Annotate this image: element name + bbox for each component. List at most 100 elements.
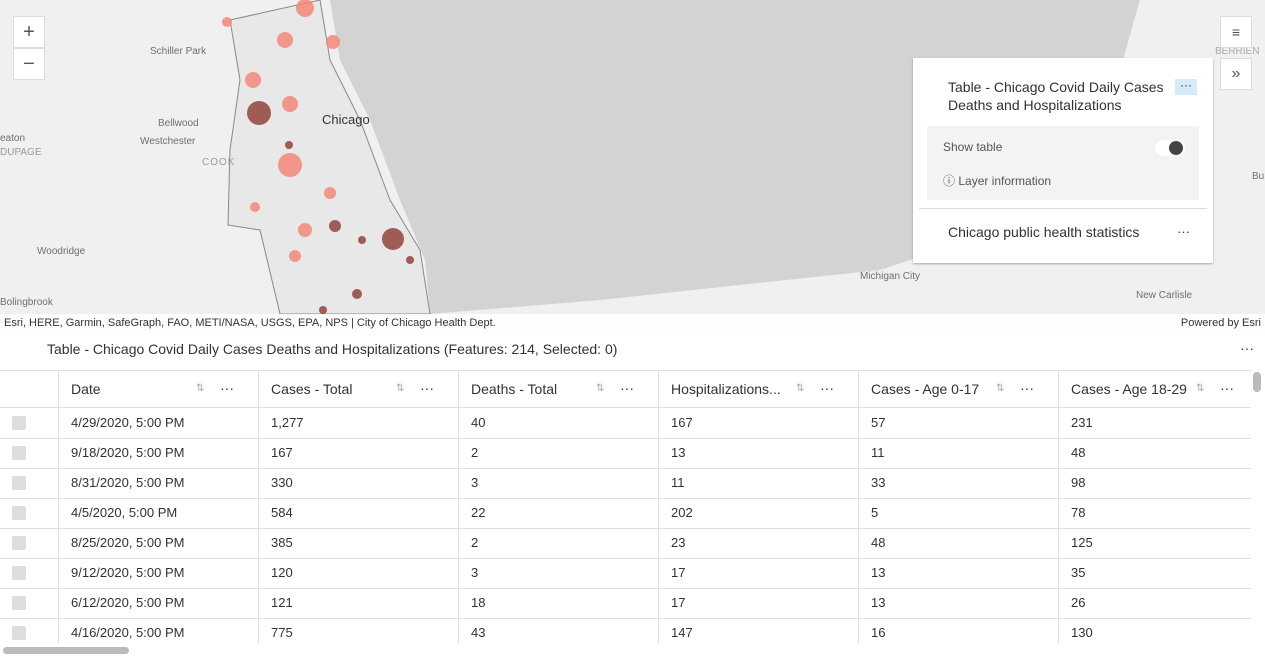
table-cell: 167 <box>671 415 693 430</box>
table-cell: 202 <box>671 505 693 520</box>
zoom-out[interactable]: − <box>13 48 45 80</box>
table-cell: 17 <box>671 595 686 610</box>
table-cell: 35 <box>1071 565 1086 580</box>
zoom-in[interactable]: + <box>13 16 45 48</box>
table-cell: 98 <box>1071 475 1086 490</box>
table-menu[interactable]: ··· <box>1240 340 1254 356</box>
table-cell: 120 <box>271 565 293 580</box>
row-divider <box>0 498 1251 499</box>
table-cell: 8/25/2020, 5:00 PM <box>71 535 185 550</box>
table-cell: 9/12/2020, 5:00 PM <box>71 565 185 580</box>
table-cell: 2 <box>471 535 479 550</box>
table-cell: 43 <box>471 625 486 640</box>
table-cell: 1,277 <box>271 415 304 430</box>
column-header[interactable]: Date <box>71 381 101 397</box>
map-label: BERRIEN <box>1215 46 1259 57</box>
row-checkbox[interactable] <box>12 476 26 490</box>
table-cell: 78 <box>1071 505 1086 520</box>
column-menu[interactable]: ··· <box>820 380 834 396</box>
sort-icon[interactable]: ⇅ <box>396 383 405 394</box>
row-checkbox[interactable] <box>12 536 26 550</box>
table-cell: 584 <box>271 505 293 520</box>
layer-info-text[interactable]: Layer information <box>958 174 1052 188</box>
table-cell: 9/18/2020, 5:00 PM <box>71 445 185 460</box>
table-cell: 130 <box>1071 625 1093 640</box>
map-label: Westchester <box>140 136 196 147</box>
table-cell: 23 <box>671 535 686 550</box>
attribution: Esri, HERE, Garmin, SafeGraph, FAO, METI… <box>4 317 496 329</box>
column-header[interactable]: Cases - Total <box>271 381 353 397</box>
table-cell: 385 <box>271 535 293 550</box>
scrollbar[interactable] <box>3 647 129 654</box>
column-header[interactable]: Cases - Age 18-29 <box>1071 381 1187 397</box>
row-divider <box>0 588 1251 589</box>
row-checkbox[interactable] <box>12 446 26 460</box>
sort-icon[interactable]: ⇅ <box>1196 383 1205 394</box>
scrollbar[interactable] <box>1253 372 1261 392</box>
sort-icon[interactable]: ⇅ <box>996 383 1005 394</box>
table-cell: 4/16/2020, 5:00 PM <box>71 625 185 640</box>
column-divider <box>858 371 859 643</box>
map-label: Bu <box>1252 171 1264 182</box>
table-cell: 121 <box>271 595 293 610</box>
column-divider <box>658 371 659 643</box>
table-cell: 16 <box>871 625 886 640</box>
table-cell: 5 <box>871 505 879 520</box>
table-cell: 26 <box>1071 595 1086 610</box>
table-cell: 18 <box>471 595 486 610</box>
layer-menu[interactable]: ··· <box>1175 79 1197 95</box>
column-menu[interactable]: ··· <box>620 380 634 396</box>
table: Date ⇅ ··· Cases - Total ⇅ ··· Deaths - Total ⇅… <box>0 370 1251 643</box>
map-label: Bellwood <box>158 118 199 129</box>
layer-list: Table - Chicago Covid Daily Cases Deaths… <box>913 58 1213 263</box>
table-cell: 125 <box>1071 535 1093 550</box>
table-cell: 11 <box>871 445 885 460</box>
table-title: Table - Chicago Covid Daily Cases Deaths… <box>47 341 618 357</box>
map-label: Michigan City <box>860 271 920 282</box>
toggle[interactable] <box>1155 140 1185 156</box>
sort-icon[interactable]: ⇅ <box>596 383 605 394</box>
map-label: COOK <box>202 157 235 168</box>
column-menu[interactable]: ··· <box>420 380 434 396</box>
table-cell: 775 <box>271 625 293 640</box>
column-menu[interactable]: ··· <box>220 380 234 396</box>
collapse-button[interactable]: » <box>1220 58 1252 90</box>
layer-panel: Show table ⓘ Layer information <box>927 126 1199 200</box>
table-cell: 57 <box>871 415 886 430</box>
sort-icon[interactable]: ⇅ <box>796 383 805 394</box>
row-checkbox[interactable] <box>12 596 26 610</box>
layer-menu[interactable]: ··· <box>1177 224 1190 239</box>
sort-icon[interactable]: ⇅ <box>196 383 205 394</box>
map-label: New Carlisle <box>1136 290 1193 301</box>
row-checkbox[interactable] <box>12 506 26 520</box>
column-header[interactable]: Cases - Age 0-17 <box>871 381 980 397</box>
table-cell: 48 <box>1071 445 1086 460</box>
powered-by[interactable]: Powered by Esri <box>1181 317 1261 329</box>
table-cell: 22 <box>471 505 486 520</box>
table-cell: 40 <box>471 415 486 430</box>
column-divider <box>1058 371 1059 643</box>
map-label: Schiller Park <box>150 46 207 57</box>
table-cell: 231 <box>1071 415 1093 430</box>
table-cell: 147 <box>671 625 693 640</box>
row-divider <box>0 468 1251 469</box>
table-cell: 3 <box>471 475 479 490</box>
map-label: Bolingbrook <box>0 297 54 308</box>
row-checkbox[interactable] <box>12 416 26 430</box>
column-menu[interactable]: ··· <box>1220 380 1234 396</box>
table-cell: 167 <box>271 445 293 460</box>
layer-list-button[interactable]: ≡ <box>1220 16 1252 48</box>
column-header[interactable]: Deaths - Total <box>471 381 558 397</box>
row-checkbox[interactable] <box>12 626 26 640</box>
table-cell: 330 <box>271 475 293 490</box>
table-cell: 11 <box>671 475 685 490</box>
map-label: eaton <box>0 133 25 144</box>
row-checkbox[interactable] <box>12 566 26 580</box>
layer-info[interactable]: ⓘ Layer information <box>943 174 1052 188</box>
column-menu[interactable]: ··· <box>1020 380 1034 396</box>
column-header[interactable]: Hospitalizations... <box>671 381 781 397</box>
row-divider <box>0 407 1251 408</box>
table-cell: 33 <box>871 475 886 490</box>
column-divider <box>258 371 259 643</box>
